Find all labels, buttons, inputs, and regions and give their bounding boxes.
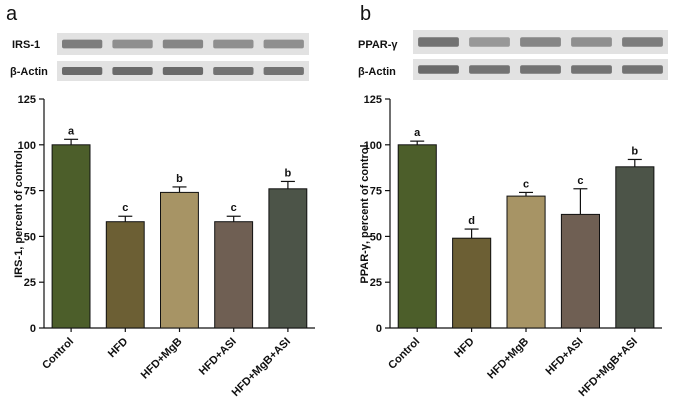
panel-b-sig-label-2: d [468, 215, 475, 227]
panel-b-blot-2-label: β-Actin [358, 66, 396, 78]
panel-a-ytick-label-3: 75 [24, 186, 36, 198]
panel-a-category-label-3: HFD+MgB [139, 336, 185, 382]
panel-a-bar-5 [268, 188, 308, 329]
panel-b-sig-label-3: c [523, 178, 529, 190]
panel-a-blot-2-band-4 [213, 67, 254, 75]
panel-a-blot-2-band-2 [112, 67, 153, 75]
panel-b-ytick-label-4: 100 [364, 140, 382, 152]
panel-b-ytick-label-1: 25 [370, 277, 382, 289]
panel-a-ytick-label-4: 100 [18, 140, 36, 152]
panel-b-letter: b [360, 3, 371, 25]
panel-b-blot-1-band-5 [622, 37, 663, 47]
panel-a-bar-1 [51, 144, 91, 329]
panel-a-bar-4 [214, 221, 254, 329]
panel-a-blot-1-label: IRS-1 [12, 39, 40, 51]
panel-b-category-label-2: HFD [452, 336, 477, 361]
panel-a-bar-3 [160, 191, 199, 329]
panel-b-sig-label-1: a [414, 127, 421, 139]
panel-b-sig-label-5: b [631, 145, 638, 157]
panel-a-sig-label-3: b [176, 173, 183, 185]
panel-a-bar-2 [105, 221, 145, 329]
panel-a-blot-1-band-1 [62, 39, 103, 49]
panel-b-bar-3 [506, 195, 546, 329]
panel-b-blot-2-band-4 [571, 65, 612, 74]
panel-a-blot-1 [57, 33, 309, 55]
panel-a-blot-1-band-2 [112, 39, 153, 49]
panel-a-blot-1-band-5 [263, 39, 304, 49]
panel-b-blot-1-band-4 [571, 37, 612, 47]
panel-b-blot-2-band-1 [418, 65, 459, 74]
panel-b-bar-4 [560, 213, 601, 329]
panel-b-ytick-label-5: 125 [364, 94, 382, 106]
panel-b-blot-1-band-3 [520, 37, 561, 47]
panel-a-category-label-1: Control [40, 336, 76, 372]
panel-a-category-label-2: HFD [106, 336, 131, 361]
panel-b-ytick-label-3: 75 [370, 186, 382, 198]
panel-b-blot-1-band-1 [418, 37, 459, 47]
panel-a-letter: a [6, 3, 18, 25]
panel-a-category-label-4: HFD+ASI [197, 336, 239, 378]
panel-b-blot-1-band-2 [469, 37, 510, 47]
panel-a-blot-2-band-3 [162, 67, 204, 75]
panel-a-ylabel: IRS-1, percent of control [13, 150, 25, 278]
panel-a-ytick-label-0: 0 [30, 323, 36, 335]
panel-b-ytick-label-0: 0 [376, 323, 382, 335]
panel-b-chart: 0 25 50 75 100 125 a Control d HFD c HFD+MgB c HFD+AS… [364, 94, 662, 399]
panel-b-ylabel: PPAR-γ, percent of control [359, 144, 371, 283]
panel-b-blot-1 [413, 30, 668, 54]
panel-a-blot-1-band-3 [162, 39, 204, 49]
panel-a-blot-1-band-4 [213, 39, 254, 49]
panel-a-blot-2 [57, 61, 309, 81]
panel-a-sig-label-5: b [285, 167, 292, 179]
panel-a-ytick-label-2: 50 [24, 231, 36, 243]
panel-a-sig-label-2: c [122, 202, 128, 214]
panel-b-bar-1 [397, 144, 437, 329]
panel-b-bar-2 [452, 237, 492, 329]
panel-a-chart: 0 25 50 75 100 125 a Control c HFD b HFD+MgB c HFD+AS… [18, 94, 315, 399]
panel-a-blot-2-band-1 [62, 67, 103, 75]
panel-a-blot-2-band-5 [263, 67, 304, 75]
panel-b-category-label-3: HFD+MgB [485, 336, 531, 382]
panel-b-blot-2 [413, 59, 668, 80]
panel-b-blot-2-band-2 [469, 65, 510, 74]
panel-a: a IRS-1 β-Actin IRS-1, percent of contro… [6, 3, 315, 399]
panel-b-bar-5 [615, 166, 655, 329]
panel-a-blot-2-label: β-Actin [10, 66, 48, 78]
panel-b-sig-label-4: c [577, 175, 583, 187]
panel-b-category-label-1: Control [386, 336, 422, 372]
panel-b-blot-2-band-3 [520, 65, 561, 74]
panel-b-category-label-5: HFD+MgB+ASI [577, 336, 640, 399]
panel-a-sig-label-4: c [231, 202, 237, 214]
panel-a-ytick-label-5: 125 [18, 94, 36, 106]
panel-b: b PPAR-γ β-Actin PPAR-γ, percent of cont… [358, 3, 668, 399]
panel-b-blot-1-label: PPAR-γ [358, 39, 398, 51]
panel-a-sig-label-1: a [68, 125, 75, 137]
panel-b-ytick-label-2: 50 [370, 231, 382, 243]
panel-a-ytick-label-1: 25 [24, 277, 36, 289]
panel-b-category-label-4: HFD+ASI [544, 336, 586, 378]
panel-a-category-label-5: HFD+MgB+ASI [230, 336, 293, 399]
panel-b-blot-2-band-5 [622, 65, 663, 74]
